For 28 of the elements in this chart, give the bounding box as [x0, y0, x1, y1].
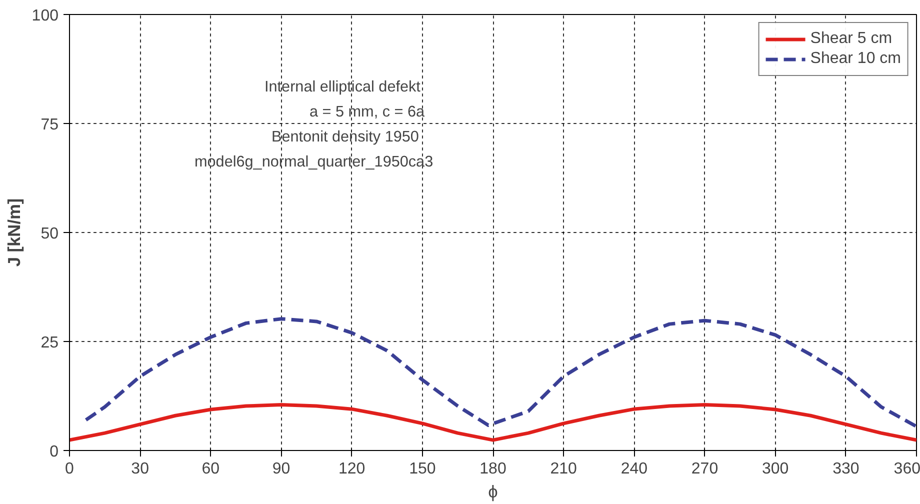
x-tick-label: 270 — [691, 460, 718, 478]
x-tick-label: 0 — [65, 460, 74, 478]
legend-label: Shear 5 cm — [810, 30, 892, 48]
x-tick-label: 360 — [894, 460, 920, 478]
x-tick-label: 30 — [131, 460, 150, 478]
y-axis-title: J [kN/m] — [4, 198, 24, 267]
x-tick-label: 180 — [480, 460, 506, 478]
annotation: a = 5 mm, c = 6a — [310, 104, 425, 120]
x-tick-label: 330 — [832, 460, 860, 478]
x-tick-label: 90 — [272, 460, 290, 478]
x-tick-label: 240 — [620, 460, 648, 478]
y-tick-label: 0 — [50, 444, 59, 460]
legend-label: Shear 10 cm — [810, 50, 901, 68]
x-tick-label: 300 — [762, 460, 789, 478]
y-tick-label: 50 — [40, 226, 59, 242]
y-tick-label: 75 — [40, 116, 59, 134]
annotation: Bentonit density 1950 — [272, 128, 419, 146]
x-tick-label: 150 — [409, 460, 436, 478]
y-tick-label: 100 — [32, 8, 59, 24]
x-tick-label: 120 — [338, 460, 366, 478]
x-tick-label: 210 — [550, 460, 578, 478]
line-series — [84, 317, 916, 428]
annotation: model6g_normal_quarter_1950ca3 — [194, 154, 434, 170]
line-series — [70, 402, 916, 442]
x-axis-title: ϕ — [488, 482, 498, 502]
annotation: Internal elliptical defekt — [264, 78, 422, 96]
x-tick-label: 60 — [202, 460, 220, 478]
y-tick-label: 25 — [40, 334, 59, 352]
